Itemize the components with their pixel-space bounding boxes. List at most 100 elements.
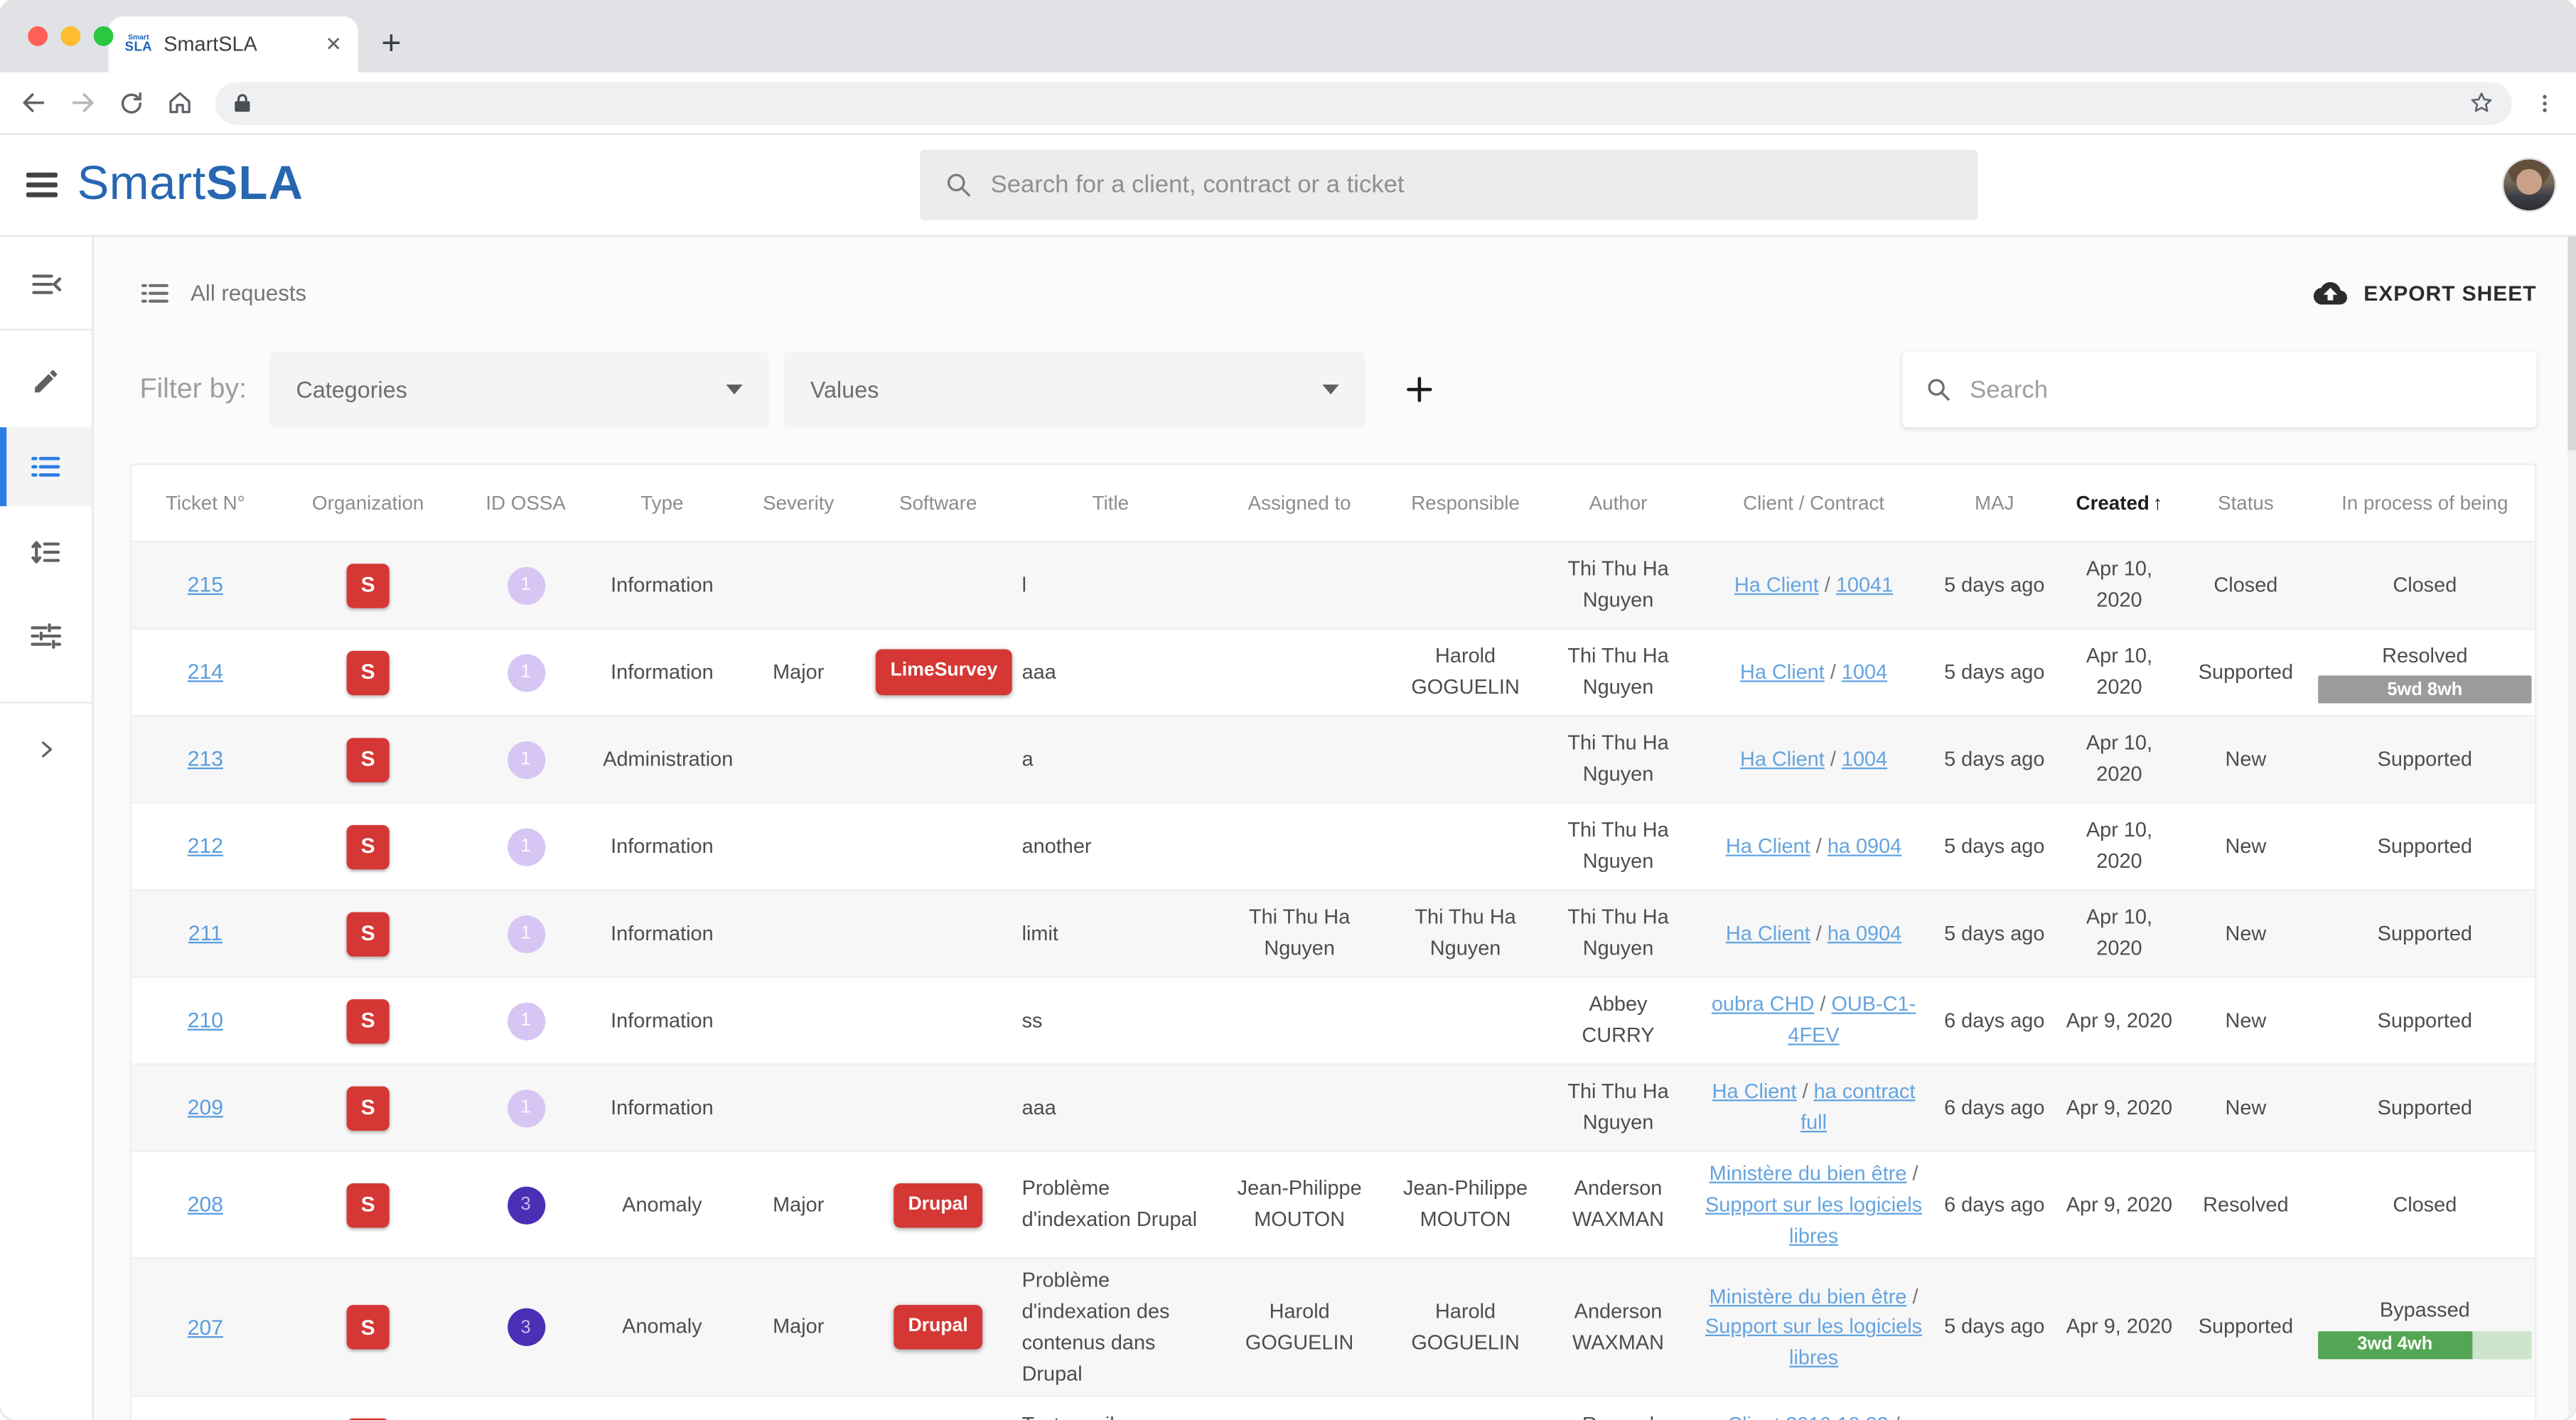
column-header[interactable]: Author xyxy=(1545,491,1692,514)
contract-link[interactable]: 10041 xyxy=(1836,573,1893,596)
contract-link[interactable]: ha contract full xyxy=(1800,1080,1915,1134)
home-icon[interactable] xyxy=(166,89,193,117)
client-link[interactable]: Ha Client xyxy=(1734,573,1819,596)
contract-link[interactable]: 1004 xyxy=(1842,660,1887,683)
maj-cell: 6 days ago xyxy=(1936,1092,2054,1123)
categories-select[interactable]: Categories xyxy=(269,352,769,427)
type-cell: Information xyxy=(595,1092,730,1123)
add-filter-button[interactable] xyxy=(1403,373,1436,406)
column-header[interactable]: Title xyxy=(1009,491,1213,514)
sidebar-item-edit[interactable] xyxy=(0,358,92,404)
ticket-cell: 208 xyxy=(132,1189,279,1222)
client-link[interactable]: Ha Client xyxy=(1726,834,1810,857)
contract-link[interactable]: 1004 xyxy=(1842,747,1887,770)
ticket-link[interactable]: 215 xyxy=(188,572,223,597)
sidebar-divider xyxy=(0,329,92,330)
column-header[interactable]: Severity xyxy=(729,491,867,514)
table-search-input[interactable]: Search xyxy=(1902,352,2536,427)
status-cell: New xyxy=(2185,744,2307,775)
ticket-link[interactable]: 211 xyxy=(188,920,222,945)
responsible-cell: Harold GOGUELIN xyxy=(1387,641,1545,703)
process-cell: Resolved5wd 8wh xyxy=(2307,640,2543,704)
client-contract-cell: Ha Client / 10041 xyxy=(1692,570,1936,601)
column-header[interactable]: Software xyxy=(867,491,1009,514)
ticket-cell: 211 xyxy=(132,918,279,950)
url-bar[interactable] xyxy=(215,81,2512,124)
column-header[interactable]: Created↑ xyxy=(2054,491,2185,514)
client-link[interactable]: Ha Client xyxy=(1740,660,1825,683)
process-cell: Bypassed3wd 4wh xyxy=(2307,1296,2543,1360)
sidebar-item-requests-list[interactable] xyxy=(0,427,92,506)
client-link[interactable]: oubra CHD xyxy=(1712,993,1815,1016)
reload-icon[interactable] xyxy=(118,90,144,116)
hamburger-menu-icon[interactable] xyxy=(26,173,58,197)
ticket-link[interactable]: 213 xyxy=(188,746,223,771)
client-link[interactable]: Ministère du bien être xyxy=(1710,1285,1907,1308)
view-toolbar: All requests EXPORT SHEET xyxy=(130,263,2537,322)
maximize-window-button[interactable] xyxy=(94,26,114,46)
created-cell: Apr 9, 2020 xyxy=(2054,1190,2185,1220)
chevron-down-icon xyxy=(1323,384,1339,394)
column-header[interactable]: Client / Contract xyxy=(1692,491,1936,514)
contract-link[interactable]: ha 0904 xyxy=(1828,921,1901,944)
export-sheet-button[interactable]: EXPORT SHEET xyxy=(2313,279,2537,306)
maj-cell: 6 days ago xyxy=(1936,1190,2054,1220)
process-cell: Closed xyxy=(2307,570,2543,601)
sidebar-expand-chevron-icon[interactable] xyxy=(0,726,92,773)
new-tab-button[interactable]: + xyxy=(381,26,401,61)
client-contract-cell: Ministère du bien être / Support sur les… xyxy=(1692,1158,1936,1251)
ticket-link[interactable]: 209 xyxy=(188,1094,223,1119)
bookmark-star-icon[interactable] xyxy=(2469,90,2494,115)
close-window-button[interactable] xyxy=(28,26,48,46)
app-logo[interactable]: SmartSLA xyxy=(77,161,304,209)
process-label: Resolved xyxy=(2314,640,2535,671)
client-link[interactable]: Ha Client xyxy=(1740,747,1825,770)
client-link[interactable]: Client 2019 10 22 xyxy=(1727,1413,1888,1420)
ticket-link[interactable]: 214 xyxy=(188,660,223,684)
maj-cell: 5 days ago xyxy=(1936,657,2054,687)
column-header[interactable]: ID OSSA xyxy=(457,491,595,514)
back-icon[interactable] xyxy=(20,89,48,117)
software-cell: LimeSurvey xyxy=(867,650,1009,694)
column-header[interactable]: MAJ xyxy=(1936,491,2054,514)
forward-icon[interactable] xyxy=(69,89,97,117)
column-header[interactable]: Status xyxy=(2185,491,2307,514)
column-header[interactable]: Responsible xyxy=(1387,491,1545,514)
column-header[interactable]: In process of being xyxy=(2307,491,2543,514)
status-cell: New xyxy=(2185,1005,2307,1036)
table-row: 208S3AnomalyMajorDrupalProblème d'indexa… xyxy=(132,1151,2535,1258)
scrollbar[interactable] xyxy=(2567,237,2576,1420)
column-header[interactable]: Assigned to xyxy=(1213,491,1387,514)
client-link[interactable]: Ministère du bien être xyxy=(1710,1162,1907,1185)
collapse-menu-icon[interactable] xyxy=(0,263,92,306)
minimize-window-button[interactable] xyxy=(61,26,81,46)
column-header[interactable]: Type xyxy=(595,491,730,514)
client-link[interactable]: Ha Client xyxy=(1726,921,1810,944)
title-cell: another xyxy=(1009,831,1213,861)
type-cell: Information xyxy=(595,657,730,687)
user-avatar[interactable] xyxy=(2503,159,2555,210)
contract-link[interactable]: Support sur les logiciels libres xyxy=(1705,1316,1922,1370)
sidebar-item-line-spacing[interactable] xyxy=(0,529,92,576)
tab-title: SmartSLA xyxy=(163,33,257,55)
table-body: 215S1InformationlThi Thu Ha NguyenHa Cli… xyxy=(132,541,2535,1420)
ticket-link[interactable]: 210 xyxy=(188,1008,223,1033)
ticket-link[interactable]: 212 xyxy=(188,834,223,859)
sidebar-item-tune-filters[interactable] xyxy=(0,613,92,660)
column-header[interactable]: Organization xyxy=(279,491,457,514)
tab-close-icon[interactable]: ✕ xyxy=(325,35,341,55)
ticket-link[interactable]: 208 xyxy=(188,1192,223,1217)
client-contract-cell: Ha Client / ha contract full xyxy=(1692,1077,1936,1139)
values-select[interactable]: Values xyxy=(784,352,1365,427)
global-search-input[interactable]: Search for a client, contract or a ticke… xyxy=(920,149,1977,220)
client-link[interactable]: Ha Client xyxy=(1712,1080,1797,1103)
contract-link[interactable]: Support sur les logiciels libres xyxy=(1705,1193,1922,1247)
sidebar-divider xyxy=(0,701,92,703)
browser-menu-icon[interactable] xyxy=(2533,90,2556,116)
list-view-icon xyxy=(139,279,171,306)
browser-tab[interactable]: Smart SLA SmartSLA ✕ xyxy=(109,16,358,72)
search-icon xyxy=(1926,377,1952,403)
column-header[interactable]: Ticket N° xyxy=(132,491,279,514)
contract-link[interactable]: ha 0904 xyxy=(1828,834,1901,857)
ticket-link[interactable]: 207 xyxy=(188,1315,223,1340)
